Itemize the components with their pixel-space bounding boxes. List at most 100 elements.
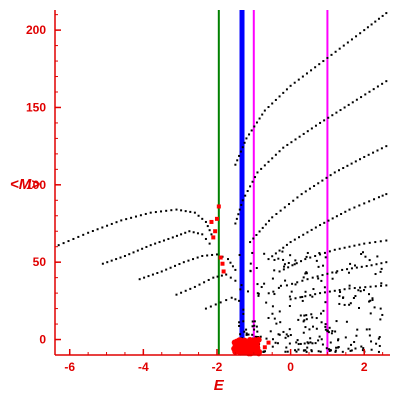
data-point	[188, 230, 191, 233]
data-point	[306, 251, 309, 254]
data-point	[363, 155, 366, 158]
data-point	[306, 130, 309, 133]
data-point	[106, 261, 109, 264]
data-point	[274, 252, 277, 255]
data-point	[156, 272, 159, 275]
y-tick-label: 150	[26, 100, 46, 114]
data-point	[326, 330, 329, 333]
data-point	[273, 258, 276, 261]
data-point	[238, 154, 241, 157]
data-point	[170, 209, 173, 212]
data-point	[313, 184, 316, 187]
data-point	[323, 286, 326, 289]
data-point	[206, 225, 209, 228]
data-point	[374, 20, 377, 23]
data-point	[318, 335, 321, 338]
data-point	[343, 246, 346, 249]
data-point	[256, 171, 259, 174]
data-point	[134, 215, 137, 218]
data-point	[381, 194, 384, 197]
data-point	[274, 341, 277, 344]
data-point	[285, 346, 288, 349]
data-point	[248, 133, 251, 136]
data-point	[180, 233, 183, 236]
data-point	[295, 341, 298, 344]
data-point	[371, 297, 374, 300]
highlight-point	[218, 255, 223, 260]
data-point	[303, 342, 306, 345]
data-point	[309, 341, 312, 344]
data-point	[380, 147, 383, 150]
data-point	[301, 75, 304, 78]
data-point	[300, 193, 303, 196]
data-point	[352, 296, 355, 299]
data-point	[271, 312, 274, 315]
data-point	[278, 150, 281, 153]
data-point	[234, 298, 237, 301]
data-point	[372, 88, 375, 91]
data-point	[357, 289, 360, 292]
data-point	[249, 269, 252, 272]
data-point	[319, 253, 322, 256]
data-point	[368, 90, 371, 93]
data-point	[363, 242, 366, 245]
data-point	[368, 200, 371, 203]
data-point	[328, 349, 331, 352]
data-point	[287, 266, 290, 269]
data-point	[316, 275, 319, 278]
data-point	[294, 349, 297, 352]
data-point	[115, 258, 118, 261]
data-point	[289, 254, 292, 257]
data-point	[314, 66, 317, 69]
data-point	[344, 210, 347, 213]
data-point	[297, 78, 300, 81]
data-point	[206, 254, 209, 257]
data-point	[294, 283, 297, 286]
data-point	[326, 56, 329, 59]
data-point	[154, 242, 157, 245]
data-point	[308, 328, 311, 331]
data-point	[359, 158, 362, 161]
data-point	[338, 247, 341, 250]
data-point	[310, 350, 313, 353]
data-point	[325, 347, 328, 350]
data-point	[370, 340, 373, 343]
data-point	[178, 263, 181, 266]
data-point	[379, 318, 382, 321]
data-point	[265, 301, 268, 304]
data-point	[297, 348, 300, 351]
data-point	[288, 305, 291, 308]
data-point	[234, 268, 237, 271]
data-point	[377, 350, 380, 353]
data-point	[196, 256, 199, 259]
data-point	[315, 327, 318, 330]
data-point	[325, 176, 328, 179]
data-point	[276, 342, 279, 345]
data-point	[230, 296, 233, 299]
data-point	[331, 217, 334, 220]
data-point	[271, 216, 274, 219]
data-point	[342, 44, 345, 47]
data-point	[251, 333, 254, 336]
highlight-point	[255, 336, 262, 343]
data-point	[361, 349, 364, 352]
data-point	[283, 206, 286, 209]
y-tick-label: 50	[33, 255, 47, 269]
data-point	[311, 342, 314, 345]
data-point	[238, 321, 241, 324]
data-point	[273, 293, 276, 296]
data-point	[368, 293, 371, 296]
data-point	[337, 346, 340, 349]
data-point	[238, 299, 241, 302]
data-point	[337, 338, 340, 341]
data-point	[189, 287, 192, 290]
data-point	[371, 298, 374, 301]
data-point	[298, 135, 301, 138]
data-point	[187, 259, 190, 262]
data-point	[347, 103, 350, 106]
data-point	[331, 330, 334, 333]
data-point	[184, 231, 187, 234]
data-point	[277, 286, 280, 289]
data-point	[363, 202, 366, 205]
data-point	[347, 347, 350, 350]
